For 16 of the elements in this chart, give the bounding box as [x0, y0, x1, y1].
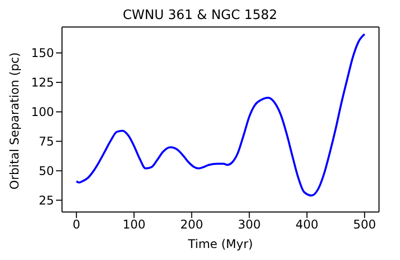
x-tick-label: 100 [122, 218, 146, 232]
x-axis-title: Time (Myr) [187, 237, 253, 251]
y-axis-title: Orbital Separation (pc) [7, 52, 22, 190]
x-tick-label: 500 [353, 218, 376, 232]
x-tick-label: 0 [72, 218, 80, 232]
x-tick-label: 300 [238, 218, 261, 232]
y-tick-label: 75 [38, 134, 54, 149]
x-tick-label: 200 [180, 218, 204, 232]
y-tick-label: 100 [31, 105, 54, 120]
x-tick-label: 400 [296, 218, 318, 232]
y-tick-label: 150 [31, 46, 54, 60]
y-tick-label: 50 [38, 164, 54, 178]
y-tick-label: 25 [38, 193, 54, 208]
y-tick-label: 125 [31, 76, 54, 90]
line-series [75, 33, 366, 197]
chart-title: CWNU 361 & NGC 1582 [122, 8, 278, 24]
